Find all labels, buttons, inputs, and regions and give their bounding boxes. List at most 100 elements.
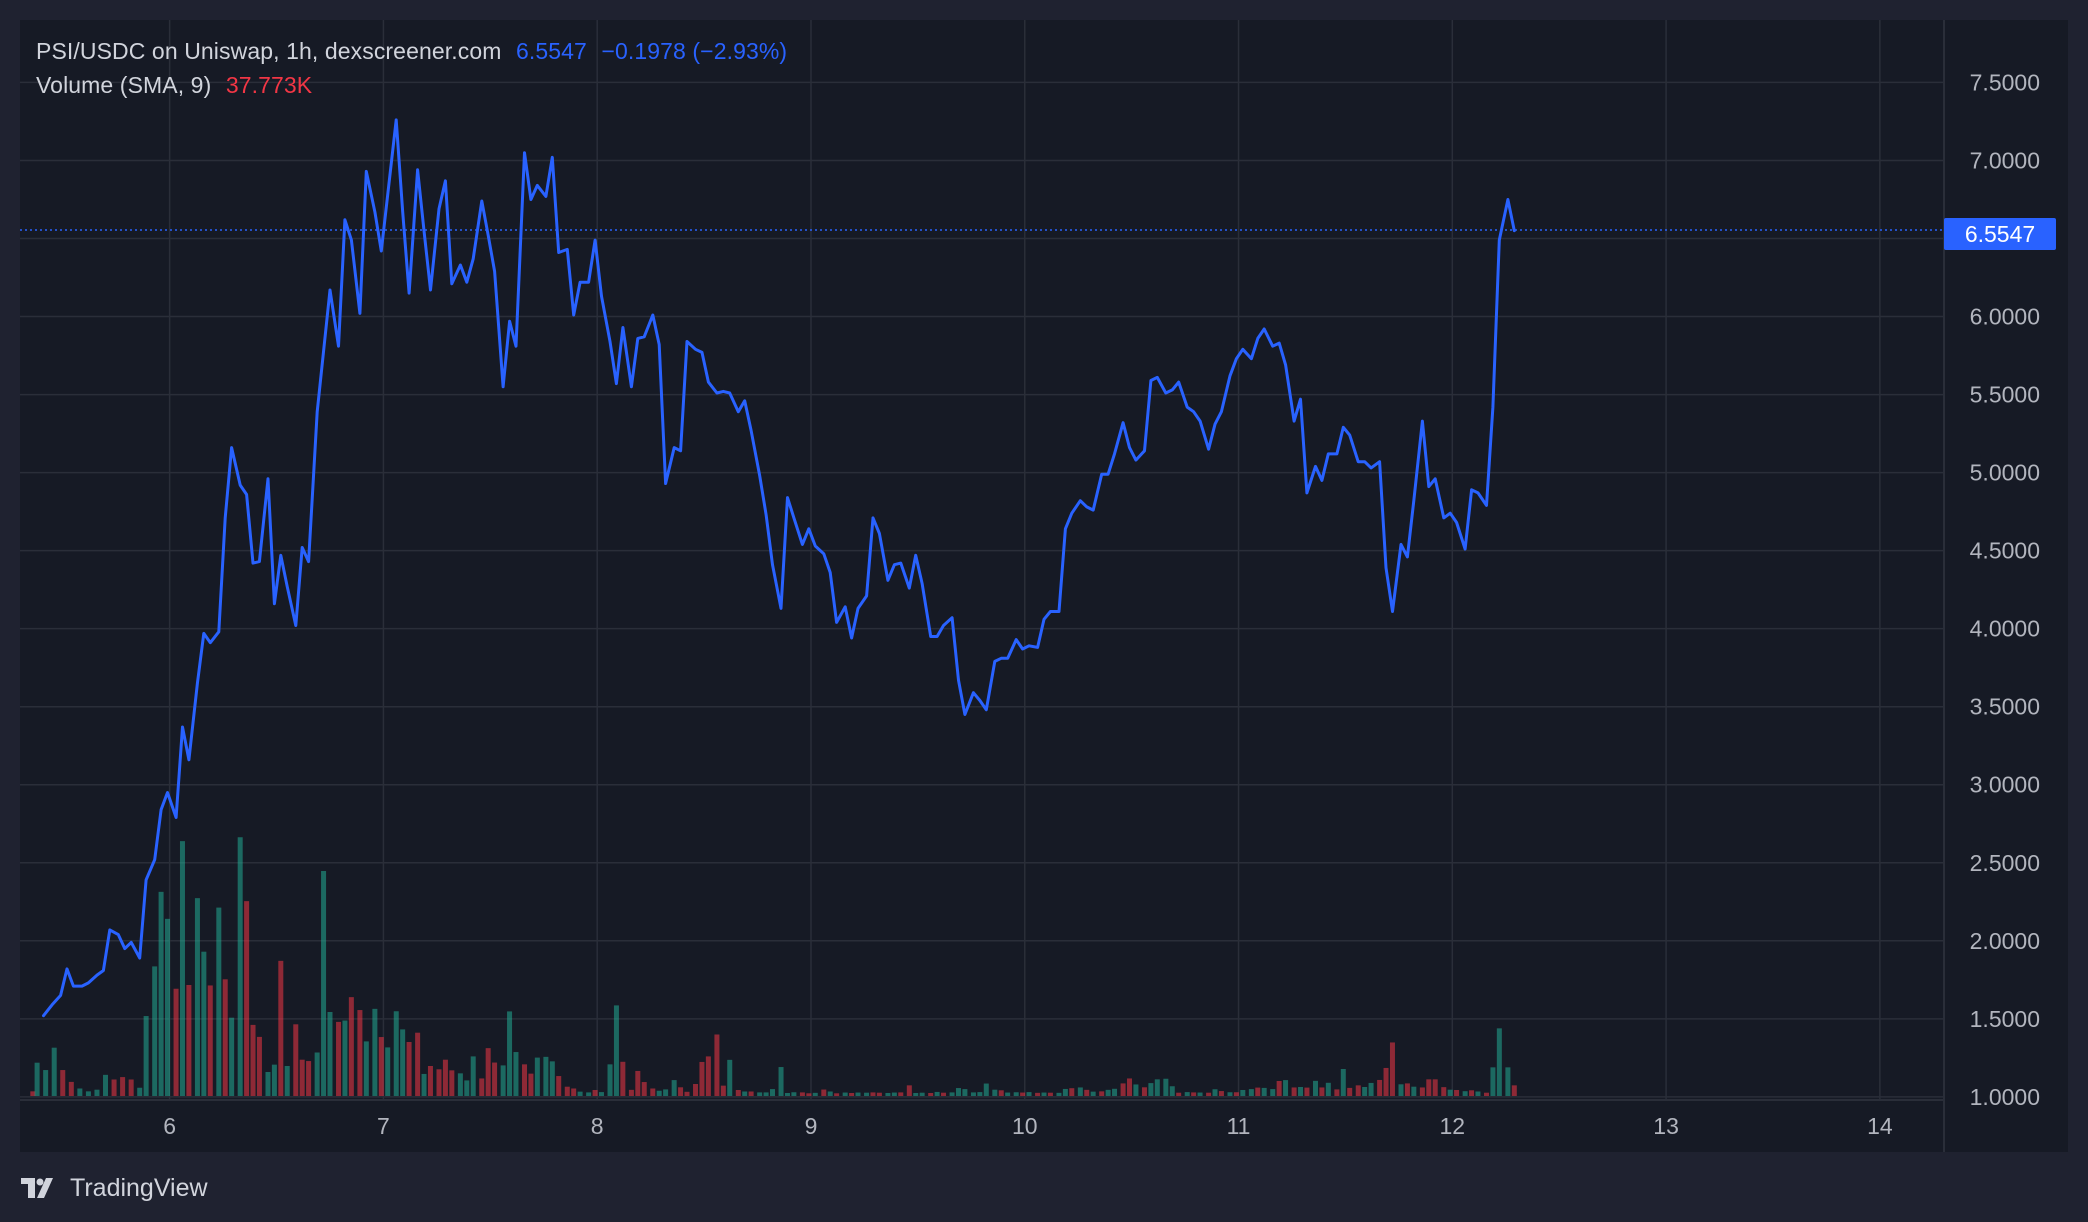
volume-bar <box>111 1079 117 1096</box>
price-tick-label: 3.0000 <box>1970 772 2040 798</box>
price-tick-label: 7.0000 <box>1970 147 2040 173</box>
volume-bar <box>571 1088 577 1096</box>
volume-bar <box>363 1041 369 1096</box>
time-tick-label: 13 <box>1653 1113 1679 1139</box>
volume-bar <box>812 1092 818 1096</box>
volume-bar <box>806 1093 812 1096</box>
volume-bar <box>684 1091 690 1096</box>
volume-bar <box>1013 1092 1019 1096</box>
time-tick-label: 7 <box>377 1113 390 1139</box>
volume-bar <box>1325 1082 1331 1096</box>
brand-footer[interactable]: TradingView <box>20 1172 208 1204</box>
volume-bar <box>1462 1091 1468 1096</box>
symbol-legend[interactable]: PSI/USDC on Uniswap, 1h, dexscreener.com… <box>36 38 795 65</box>
volume-bar <box>983 1083 989 1096</box>
volume-bar <box>1133 1084 1139 1096</box>
volume-bar <box>237 837 243 1096</box>
volume-bar <box>1218 1091 1224 1096</box>
volume-bar <box>1261 1087 1267 1096</box>
volume-bar <box>464 1080 470 1096</box>
volume-bar <box>992 1089 998 1096</box>
volume-bar <box>1383 1067 1389 1096</box>
volume-bar <box>1270 1089 1276 1096</box>
volume-bar <box>556 1076 562 1096</box>
price-tick-label: 6.0000 <box>1970 304 2040 330</box>
volume-bar <box>271 1064 277 1096</box>
volume-bar <box>1141 1087 1147 1096</box>
price-tick-label: 7.5000 <box>1970 69 2040 95</box>
volume-bar <box>791 1092 797 1096</box>
volume-bar <box>735 1090 741 1096</box>
volume-bar <box>128 1079 134 1096</box>
volume-bar <box>1334 1089 1340 1096</box>
volume-bar <box>1362 1087 1368 1096</box>
volume-bar <box>68 1081 74 1096</box>
volume-bar <box>656 1090 662 1096</box>
volume-bar <box>1206 1092 1212 1096</box>
last-price: 6.5547 <box>515 38 587 64</box>
volume-legend[interactable]: Volume (SMA, 9) 37.773K <box>36 72 320 99</box>
volume-bar <box>842 1092 848 1096</box>
volume-bar <box>577 1091 583 1096</box>
volume-bar <box>120 1077 126 1096</box>
time-tick-label: 8 <box>591 1113 604 1139</box>
volume-bar <box>1347 1087 1353 1096</box>
volume-bar <box>1047 1092 1053 1096</box>
volume-bar <box>1154 1079 1160 1096</box>
volume-bar <box>442 1059 448 1096</box>
volume-bar <box>201 951 207 1096</box>
volume-bar <box>534 1057 540 1096</box>
volume-bar <box>970 1092 976 1096</box>
time-axis[interactable]: 6 7 8 9 10 11 12 13 14 <box>163 1113 1893 1139</box>
price-tick-label: 5.0000 <box>1970 460 2040 486</box>
volume-bar <box>671 1080 677 1096</box>
symbol-title: PSI/USDC on Uniswap, 1h, dexscreener.com <box>36 38 502 64</box>
volume-bar <box>876 1092 882 1096</box>
volume-bar <box>891 1092 897 1096</box>
volume-bar <box>799 1092 805 1096</box>
volume-layer <box>30 837 1517 1096</box>
volume-bar <box>1148 1083 1154 1096</box>
volume-bar <box>778 1067 784 1096</box>
volume-bar <box>207 985 213 1096</box>
volume-bar <box>763 1092 769 1096</box>
volume-bar <box>299 1059 305 1096</box>
volume-bar <box>650 1088 656 1096</box>
volume-bar <box>827 1091 833 1096</box>
volume-bar <box>1419 1087 1425 1096</box>
tradingview-logo-icon <box>21 1178 53 1198</box>
volume-bar <box>314 1052 320 1096</box>
volume-bar <box>1389 1042 1395 1096</box>
volume-bar <box>1475 1091 1481 1096</box>
volume-bar <box>1511 1085 1517 1096</box>
volume-bar <box>549 1061 555 1096</box>
volume-bar <box>94 1089 100 1096</box>
volume-bar <box>699 1061 705 1096</box>
volume-bar <box>598 1092 604 1096</box>
volume-bar <box>293 1024 299 1096</box>
volume-bar <box>1312 1080 1318 1096</box>
volume-bar <box>143 1016 149 1096</box>
volume-bar <box>1276 1081 1282 1096</box>
volume-bar <box>1454 1090 1460 1096</box>
chart-pane[interactable] <box>20 20 2068 1152</box>
volume-bar <box>1398 1084 1404 1096</box>
price-tick-label: 3.5000 <box>1970 694 2040 720</box>
price-tick-label: 1.5000 <box>1970 1006 2040 1032</box>
volume-bar <box>1090 1091 1096 1096</box>
price-tick-label: 2.5000 <box>1970 850 2040 876</box>
volume-bar <box>663 1089 669 1096</box>
volume-bar <box>898 1092 904 1096</box>
volume-bar <box>1304 1087 1310 1096</box>
volume-bar <box>1120 1083 1126 1096</box>
volume-bar <box>720 1085 726 1096</box>
volume-bar <box>229 1017 235 1096</box>
volume-bar <box>342 1020 348 1096</box>
volume-bar <box>757 1092 763 1096</box>
volume-bar <box>1255 1087 1261 1096</box>
volume-bar <box>265 1072 271 1096</box>
volume-bar <box>1099 1091 1105 1096</box>
volume-bar <box>400 1029 406 1096</box>
volume-bar <box>1484 1092 1490 1096</box>
